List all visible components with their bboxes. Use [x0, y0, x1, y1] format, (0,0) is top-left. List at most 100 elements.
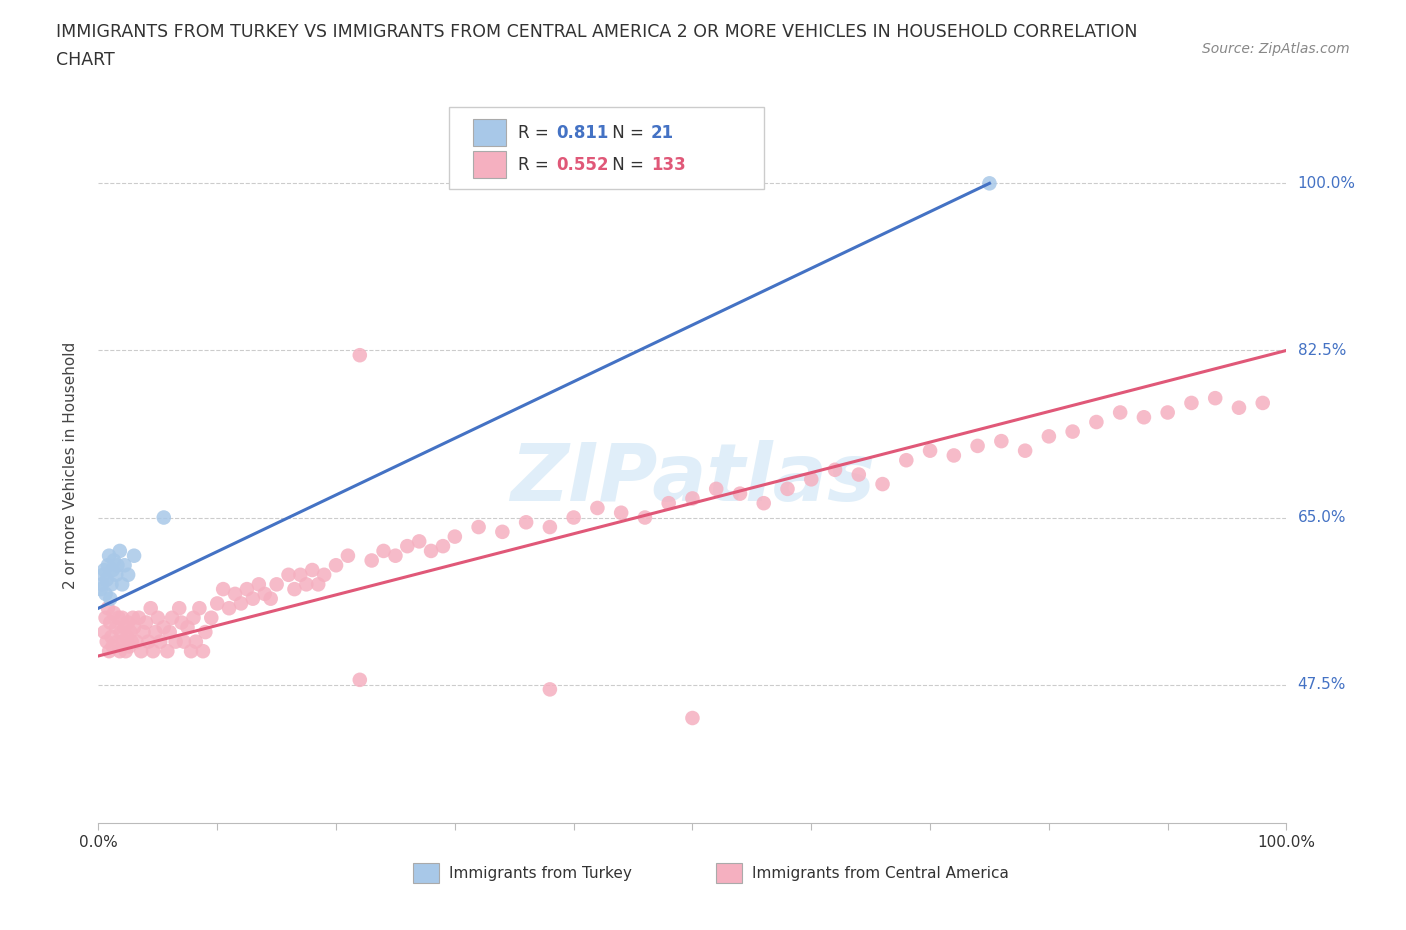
Point: [184, 634, 207, 649]
Point: [103, 553, 125, 568]
Point: [149, 634, 172, 649]
Point: [152, 510, 174, 525]
Point: [180, 644, 202, 658]
Point: [156, 644, 179, 658]
Point: [360, 553, 382, 568]
Point: [384, 549, 406, 564]
Point: [129, 644, 152, 658]
Point: [1062, 424, 1084, 439]
Point: [194, 625, 217, 640]
Text: 47.5%: 47.5%: [1298, 677, 1346, 692]
Point: [98, 615, 121, 630]
Point: [101, 639, 124, 654]
Point: [704, 482, 727, 497]
Point: [872, 477, 894, 492]
Point: [242, 591, 264, 606]
Point: [942, 448, 965, 463]
Point: [277, 567, 299, 582]
FancyBboxPatch shape: [472, 151, 506, 178]
Point: [408, 534, 430, 549]
Point: [114, 558, 136, 573]
Point: [224, 587, 246, 602]
Point: [122, 610, 145, 625]
Point: [139, 601, 162, 616]
Point: [1227, 400, 1250, 415]
Point: [183, 610, 205, 625]
Point: [96, 634, 118, 649]
Point: [207, 596, 229, 611]
Point: [173, 634, 195, 649]
Point: [325, 558, 347, 573]
Point: [91, 567, 114, 582]
Y-axis label: 2 or more Vehicles in Household: 2 or more Vehicles in Household: [63, 341, 77, 589]
Point: [728, 486, 751, 501]
Point: [896, 453, 918, 468]
Point: [290, 567, 312, 582]
Point: [90, 581, 112, 596]
FancyBboxPatch shape: [472, 119, 506, 146]
Point: [824, 462, 846, 477]
Point: [100, 577, 122, 591]
Point: [1251, 395, 1274, 410]
Text: N =: N =: [607, 156, 650, 174]
Point: [1156, 405, 1178, 420]
Point: [128, 610, 150, 625]
Point: [91, 577, 114, 591]
Text: N =: N =: [607, 125, 650, 142]
Point: [108, 543, 131, 558]
FancyBboxPatch shape: [449, 107, 763, 190]
Point: [349, 348, 371, 363]
Point: [170, 615, 193, 630]
Point: [260, 591, 283, 606]
Point: [966, 438, 988, 453]
Point: [112, 634, 135, 649]
Text: 100.0%: 100.0%: [1298, 176, 1355, 191]
Point: [336, 549, 359, 564]
Point: [111, 577, 134, 591]
Point: [314, 567, 336, 582]
Point: [101, 563, 124, 578]
Point: [295, 577, 318, 591]
Point: [98, 591, 121, 606]
Point: [432, 538, 454, 553]
Point: [107, 558, 129, 573]
Point: [1085, 415, 1108, 430]
Point: [253, 587, 276, 602]
Point: [107, 634, 129, 649]
Point: [396, 538, 419, 553]
Point: [1038, 429, 1060, 444]
Point: [236, 581, 259, 596]
Point: [98, 549, 121, 564]
Point: [142, 644, 165, 658]
Point: [114, 620, 136, 635]
Point: [444, 529, 467, 544]
Point: [94, 610, 117, 625]
Point: [681, 711, 703, 725]
Point: [98, 644, 121, 658]
Point: [115, 630, 138, 644]
Text: Source: ZipAtlas.com: Source: ZipAtlas.com: [1202, 42, 1350, 56]
Text: IMMIGRANTS FROM TURKEY VS IMMIGRANTS FROM CENTRAL AMERICA 2 OR MORE VEHICLES IN : IMMIGRANTS FROM TURKEY VS IMMIGRANTS FRO…: [56, 23, 1137, 41]
Point: [990, 433, 1012, 448]
Point: [538, 682, 561, 697]
Text: Immigrants from Central America: Immigrants from Central America: [752, 866, 1008, 881]
Point: [979, 176, 1001, 191]
Point: [307, 577, 329, 591]
Point: [1180, 395, 1202, 410]
Point: [132, 625, 155, 640]
Point: [283, 581, 305, 596]
Point: [229, 596, 252, 611]
Point: [100, 630, 122, 644]
Point: [159, 625, 181, 640]
Point: [145, 625, 167, 640]
Point: [200, 610, 222, 625]
Text: 0.811: 0.811: [555, 125, 609, 142]
Point: [800, 472, 823, 486]
Point: [1204, 391, 1226, 405]
Point: [634, 510, 657, 525]
Point: [167, 601, 190, 616]
Text: ZIPatlas: ZIPatlas: [510, 440, 875, 518]
Point: [373, 543, 395, 558]
Point: [105, 620, 128, 635]
Text: 82.5%: 82.5%: [1298, 343, 1346, 358]
